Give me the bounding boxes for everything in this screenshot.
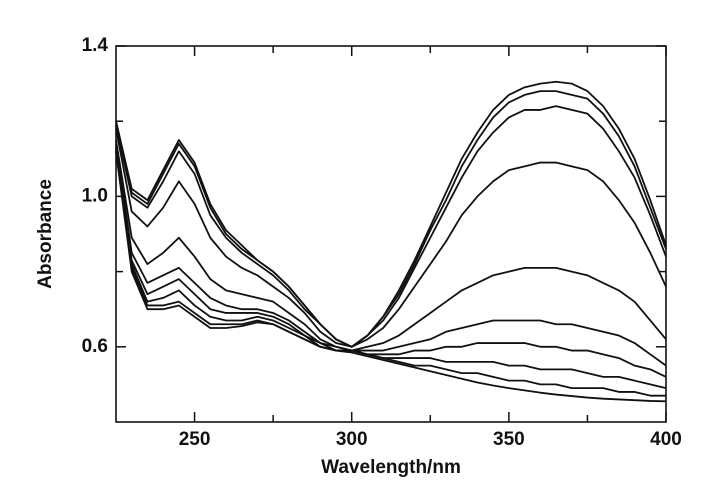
spectrum-line bbox=[115, 105, 667, 348]
spectrum-line bbox=[115, 151, 667, 403]
spectrum-line bbox=[115, 147, 667, 390]
spectrum-line bbox=[115, 139, 667, 352]
x-axis-title: Wavelength/nm bbox=[321, 457, 461, 478]
spectrum-line bbox=[115, 147, 667, 378]
spectrum-line bbox=[115, 90, 667, 348]
y-tick-label: 1.0 bbox=[82, 185, 108, 206]
y-tick-label: 0.6 bbox=[82, 336, 108, 357]
x-tick-label: 250 bbox=[179, 429, 211, 450]
x-tick-label: 300 bbox=[336, 429, 368, 450]
y-tick-label: 1.4 bbox=[82, 35, 109, 56]
spectrum-line bbox=[115, 128, 667, 348]
spectrum-line bbox=[115, 151, 666, 397]
spectrum-line bbox=[115, 143, 667, 367]
plot-frame bbox=[115, 45, 667, 423]
x-tick-label: 350 bbox=[493, 429, 525, 450]
x-tick-label: 400 bbox=[650, 429, 682, 450]
spectrum-line bbox=[115, 80, 667, 348]
y-axis-title: Absorbance bbox=[35, 179, 56, 289]
